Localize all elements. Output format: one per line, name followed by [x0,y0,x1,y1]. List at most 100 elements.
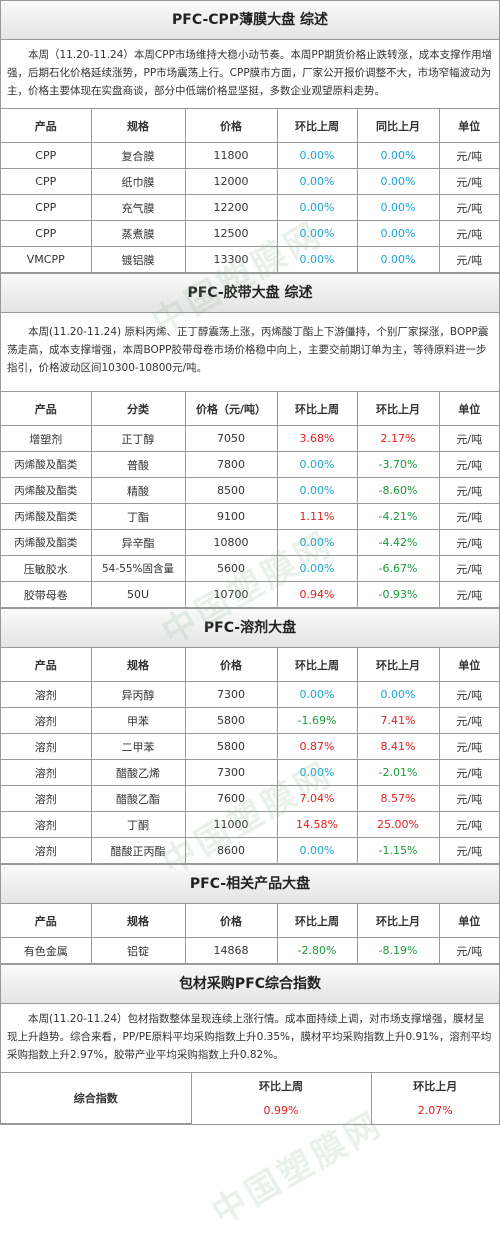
table-header-row: 产品 规格 价格 环比上周 环比上月 单位 [1,648,499,682]
table-cell: 0.00% [357,220,440,247]
table-cell: 0.87% [277,733,358,760]
table-cell: 8.57% [357,785,440,812]
table-cell: 0.00% [357,681,440,708]
table-cell: 压敏胶水 [1,555,92,582]
cpp-section-title: PFC-CPP薄膜大盘 综述 [1,1,499,40]
table-cell: -8.19% [357,937,440,964]
table-row: CPP 纸巾膜 12000 0.00% 0.00% 元/吨 [1,168,499,195]
table-cell: 溶剂 [1,785,92,812]
table-row: VMCPP 镀铝膜 13300 0.00% 0.00% 元/吨 [1,246,499,273]
table-row: CPP 充气膜 12200 0.00% 0.00% 元/吨 [1,194,499,221]
table-cell: 元/吨 [439,581,499,608]
table-cell: -0.93% [357,581,440,608]
table-cell: 溶剂 [1,707,92,734]
table-cell: 增塑剂 [1,425,92,452]
table-cell: 50U [91,581,186,608]
table-cell: 元/吨 [439,733,499,760]
column-header: 价格 [185,109,278,143]
table-cell: 0.00% [277,142,358,169]
table-row: 溶剂 醋酸正丙酯 8600 0.00% -1.15% 元/吨 [1,837,499,864]
table-cell: 元/吨 [439,837,499,864]
table-cell: 甲苯 [91,707,186,734]
table-cell: 0.00% [277,451,358,478]
table-cell: 元/吨 [439,681,499,708]
table-cell: 元/吨 [439,503,499,530]
column-header: 环比上周 [277,904,358,938]
table-cell: 10700 [185,581,278,608]
table-cell: 7.41% [357,707,440,734]
column-header: 分类 [91,392,186,426]
table-cell: -8.60% [357,477,440,504]
table-cell: 镀铝膜 [91,246,186,273]
related-table: 产品 规格 价格 环比上周 环比上月 单位 有色金属 铝锭 14868 -2.80% -8.19% 元… [1,904,499,964]
table-cell: 溶剂 [1,837,92,864]
table-cell: 1.11% [277,503,358,530]
table-cell: 14.58% [277,811,358,838]
index-value-month: 2.07% [417,1104,453,1118]
column-header: 价格 [185,904,278,938]
column-header: 产品 [1,904,92,938]
table-cell: 9100 [185,503,278,530]
table-cell: 0.00% [277,529,358,556]
table-cell: 11000 [185,811,278,838]
table-cell: 12500 [185,220,278,247]
table-cell: 有色金属 [1,937,92,964]
table-cell: CPP [1,142,92,169]
table-row: CPP 蒸煮膜 12500 0.00% 0.00% 元/吨 [1,220,499,247]
table-cell: 蒸煮膜 [91,220,186,247]
table-cell: 铝锭 [91,937,186,964]
table-cell: -4.21% [357,503,440,530]
table-cell: 溶剂 [1,681,92,708]
table-cell: 0.00% [277,555,358,582]
table-cell: CPP [1,220,92,247]
table-cell: 25.00% [357,811,440,838]
table-cell: 5800 [185,733,278,760]
table-cell: 充气膜 [91,194,186,221]
table-cell: 丙烯酸及酯类 [1,451,92,478]
table-cell: 8.41% [357,733,440,760]
table-cell: 14868 [185,937,278,964]
table-cell: 元/吨 [439,220,499,247]
table-header-row: 产品 规格 价格 环比上周 环比上月 单位 [1,904,499,938]
table-cell: 0.94% [277,581,358,608]
table-cell: 0.00% [277,681,358,708]
table-cell: 8600 [185,837,278,864]
solvent-section-title: PFC-溶剂大盘 [1,608,499,648]
index-table: 综合指数 环比上周 环比上月 0.99% 2.07% [1,1073,499,1124]
table-cell: 元/吨 [439,194,499,221]
table-cell: 精酸 [91,477,186,504]
table-cell: 5800 [185,707,278,734]
table-row: CPP 复合膜 11800 0.00% 0.00% 元/吨 [1,142,499,169]
table-cell: 元/吨 [439,555,499,582]
table-cell: 13300 [185,246,278,273]
table-cell: 元/吨 [439,425,499,452]
table-cell: 元/吨 [439,937,499,964]
table-cell: 异丙醇 [91,681,186,708]
table-cell: 二甲苯 [91,733,186,760]
table-cell: CPP [1,168,92,195]
column-header: 价格 [185,648,278,682]
column-header: 环比上月 [357,392,440,426]
cpp-table: 产品 规格 价格 环比上周 同比上月 单位 CPP 复合膜 11800 0.00% 0.00% 元/吨… [1,109,499,273]
table-cell: 0.00% [357,142,440,169]
index-value-week: 0.99% [191,1098,372,1124]
table-cell: 8500 [185,477,278,504]
table-cell: 元/吨 [439,168,499,195]
table-cell: -3.70% [357,451,440,478]
table-cell: 丙烯酸及酯类 [1,503,92,530]
column-header: 单位 [439,109,499,143]
table-cell: 元/吨 [439,529,499,556]
table-cell: 元/吨 [439,785,499,812]
table-row: 溶剂 丁酮 11000 14.58% 25.00% 元/吨 [1,811,499,838]
index-header-week: 环比上周 [191,1073,372,1099]
table-row: 压敏胶水 54-55%固含量 5600 0.00% -6.67% 元/吨 [1,555,499,582]
table-cell: 0.00% [277,246,358,273]
table-cell: 5600 [185,555,278,582]
table-row: 溶剂 醋酸乙烯 7300 0.00% -2.01% 元/吨 [1,759,499,786]
table-cell: 元/吨 [439,477,499,504]
column-header: 环比上周 [277,392,358,426]
column-header: 产品 [1,648,92,682]
table-cell: 7300 [185,759,278,786]
tape-section-title: PFC-胶带大盘 综述 [1,273,499,313]
table-cell: 2.17% [357,425,440,452]
